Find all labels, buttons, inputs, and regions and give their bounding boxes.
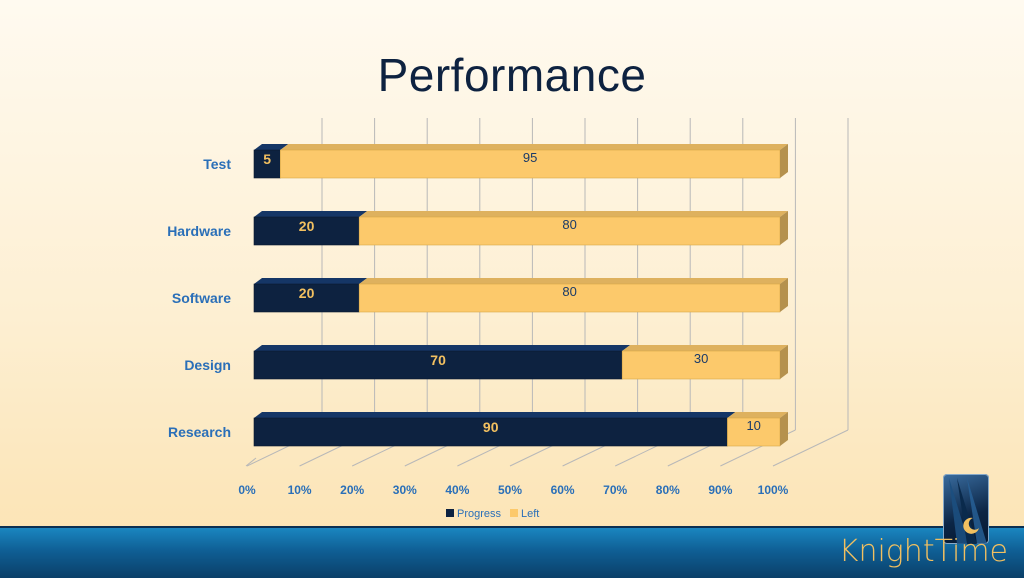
x-tick-label: 50% [498, 483, 522, 497]
legend-swatch [510, 509, 518, 517]
legend: Progress Left [446, 508, 539, 520]
bar-side-face [780, 211, 788, 245]
bar-side-face [780, 345, 788, 379]
data-label: 70 [430, 352, 446, 368]
x-tick-label: 40% [445, 483, 469, 497]
x-tick-label: 60% [551, 483, 575, 497]
bar-top-face [622, 345, 788, 351]
bar-top-face [359, 278, 788, 284]
bar-side-face [780, 278, 788, 312]
y-category-label: Hardware [167, 223, 231, 239]
data-label: 95 [523, 150, 537, 165]
bar-top-face [254, 144, 289, 150]
footer-bar [0, 526, 1024, 578]
data-label: 80 [562, 217, 576, 232]
bar-top-face [359, 211, 788, 217]
knighttime-logo [943, 474, 989, 544]
bar-side-face [780, 144, 788, 178]
bar-top-face [280, 144, 788, 150]
x-axis-labels: 0% 10% 20% 30% 40% 50% 60% 70% 80% 90% 100% [238, 483, 788, 497]
slide-title: Performance [377, 49, 647, 101]
legend-label: Progress [457, 508, 502, 520]
bar-side-face [780, 412, 788, 446]
bars: 5 95 20 80 20 80 70 30 90 10 [253, 144, 788, 447]
bar-segment [727, 417, 781, 447]
y-category-label: Test [203, 156, 231, 172]
bar-top-face [254, 211, 368, 217]
data-label: 20 [299, 285, 315, 301]
y-category-label: Software [172, 290, 231, 306]
data-label: 30 [694, 351, 708, 366]
x-tick-label: 70% [603, 483, 627, 497]
y-category-label: Design [184, 357, 231, 373]
bar-segment [279, 149, 781, 179]
bar-segment [253, 417, 728, 447]
y-axis-labels: Test Hardware Software Design Research [167, 156, 231, 440]
bar-segment [253, 350, 623, 380]
bar-segment [253, 216, 360, 246]
bar-top-face [727, 412, 788, 418]
legend-label: Left [521, 508, 539, 520]
x-tick-label: 0% [238, 483, 256, 497]
floor-edge [245, 457, 257, 467]
data-label: 20 [299, 218, 315, 234]
bar-segment [358, 283, 781, 313]
data-label: 80 [562, 284, 576, 299]
x-tick-label: 30% [393, 483, 417, 497]
x-tick-label: 90% [708, 483, 732, 497]
legend-swatch [446, 509, 454, 517]
bar-segment [253, 283, 360, 313]
data-label: 90 [483, 419, 499, 435]
x-tick-label: 100% [758, 483, 789, 497]
bar-chart: 5 95 20 80 20 80 70 30 90 10 Test Hardware Software… [167, 118, 849, 520]
data-label: 10 [746, 418, 760, 433]
logo-graphic [949, 478, 987, 544]
y-category-label: Research [168, 424, 231, 440]
bar-segment [358, 216, 781, 246]
x-tick-label: 10% [288, 483, 312, 497]
brand-name: KnightTime [838, 534, 1008, 569]
x-tick-label: 20% [340, 483, 364, 497]
floor-line [772, 429, 849, 467]
data-label: 5 [263, 151, 271, 167]
bar-top-face [254, 278, 368, 284]
x-tick-label: 80% [656, 483, 680, 497]
bar-top-face [254, 345, 631, 351]
bar-segment [253, 149, 281, 179]
bar-top-face [254, 412, 736, 418]
